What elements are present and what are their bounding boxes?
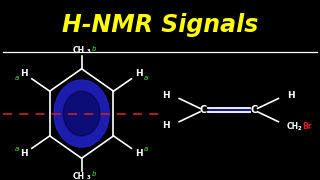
Text: b: b bbox=[92, 171, 97, 177]
Text: 2: 2 bbox=[298, 126, 301, 131]
Text: H: H bbox=[20, 149, 28, 158]
Text: H: H bbox=[163, 91, 170, 100]
Text: H-NMR Signals: H-NMR Signals bbox=[62, 13, 258, 37]
Text: a: a bbox=[144, 75, 148, 81]
Text: H: H bbox=[287, 91, 295, 100]
Text: 3: 3 bbox=[87, 175, 91, 180]
Text: 3: 3 bbox=[87, 50, 91, 55]
Text: b: b bbox=[92, 46, 97, 52]
Text: CH: CH bbox=[72, 46, 84, 55]
Ellipse shape bbox=[63, 91, 100, 136]
Text: CH: CH bbox=[72, 172, 84, 180]
Text: H: H bbox=[163, 121, 170, 130]
Text: H: H bbox=[135, 69, 143, 78]
Text: C: C bbox=[251, 105, 258, 115]
Text: a: a bbox=[15, 146, 20, 152]
Text: a: a bbox=[144, 146, 148, 152]
Text: Br: Br bbox=[302, 122, 311, 131]
Text: H: H bbox=[135, 149, 143, 158]
Text: H: H bbox=[20, 69, 28, 78]
Ellipse shape bbox=[54, 80, 109, 147]
Text: a: a bbox=[15, 75, 20, 81]
Text: C: C bbox=[200, 105, 207, 115]
Text: CH: CH bbox=[286, 122, 299, 131]
